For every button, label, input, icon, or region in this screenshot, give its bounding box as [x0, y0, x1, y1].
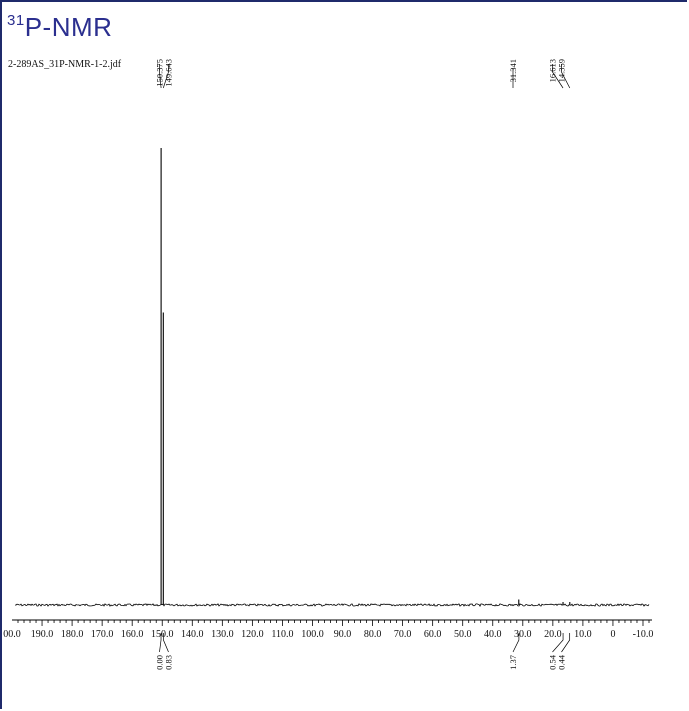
x-tick-label: 50.0: [454, 629, 472, 640]
x-axis-group: 00.0 190.0 180.0 170.0 160.0 150.0 140.0 130.0 1…: [3, 619, 654, 640]
x-tick-label: 130.0: [211, 629, 234, 640]
x-tick-label: 140.0: [181, 629, 204, 640]
x-tick-label: 80.0: [364, 629, 382, 640]
integral-value-label: 0.44: [557, 654, 567, 670]
x-tick-label: 20.0: [544, 629, 562, 640]
x-tick-label: 100.0: [301, 629, 324, 640]
x-tick-label: 150.0: [151, 629, 174, 640]
x-tick-label: 70.0: [394, 629, 412, 640]
x-tick-label: 10.0: [574, 629, 592, 640]
peak-label-connector: [552, 64, 564, 89]
x-tick-label: -10.0: [633, 629, 654, 640]
spectrum-group: [14, 148, 650, 607]
x-tick-label: 180.0: [61, 629, 84, 640]
integral-connector: [163, 633, 169, 653]
integral-connector: [552, 633, 564, 653]
peak-label-connector: [162, 64, 169, 89]
integral-value-label: 0.54: [548, 654, 558, 670]
x-tick-label: 190.0: [31, 629, 54, 640]
peak-label-connector: [159, 64, 162, 89]
data-filename: 2-289AS_31P-NMR-1-2.jdf: [8, 59, 122, 70]
x-tick-label: 00.0: [3, 629, 21, 640]
x-tick-label: 110.0: [271, 629, 293, 640]
title-main-text: P-NMR: [24, 12, 113, 42]
integral-connector: [561, 633, 571, 653]
integral-connector: [512, 633, 520, 653]
x-tick-label: 160.0: [121, 629, 144, 640]
spectrum-baseline: [14, 603, 650, 607]
integral-value-label: 0.83: [164, 655, 174, 670]
x-tick-label: 60.0: [424, 629, 442, 640]
integrals-group: 0.00 0.83 1.37 0.54 0.44: [155, 633, 571, 670]
x-tick-label: 0: [610, 629, 615, 640]
x-tick-label: 90.0: [334, 629, 352, 640]
title-isotope-superscript: 31: [7, 12, 25, 29]
x-tick-label: 40.0: [484, 629, 502, 640]
x-tick-label: 120.0: [241, 629, 264, 640]
x-tick-label: 30.0: [514, 629, 532, 640]
spectrum-title: 31P-NMR: [7, 12, 112, 43]
peak-label-connector: [561, 64, 571, 89]
peak-labels-group: 150.375 149.643 31.341 16.613 14.359: [155, 59, 571, 89]
integral-value-label: 0.00: [155, 655, 165, 670]
integral-value-label: 1.37: [508, 655, 518, 670]
x-tick-label: 170.0: [91, 629, 114, 640]
integral-connector: [159, 633, 162, 653]
